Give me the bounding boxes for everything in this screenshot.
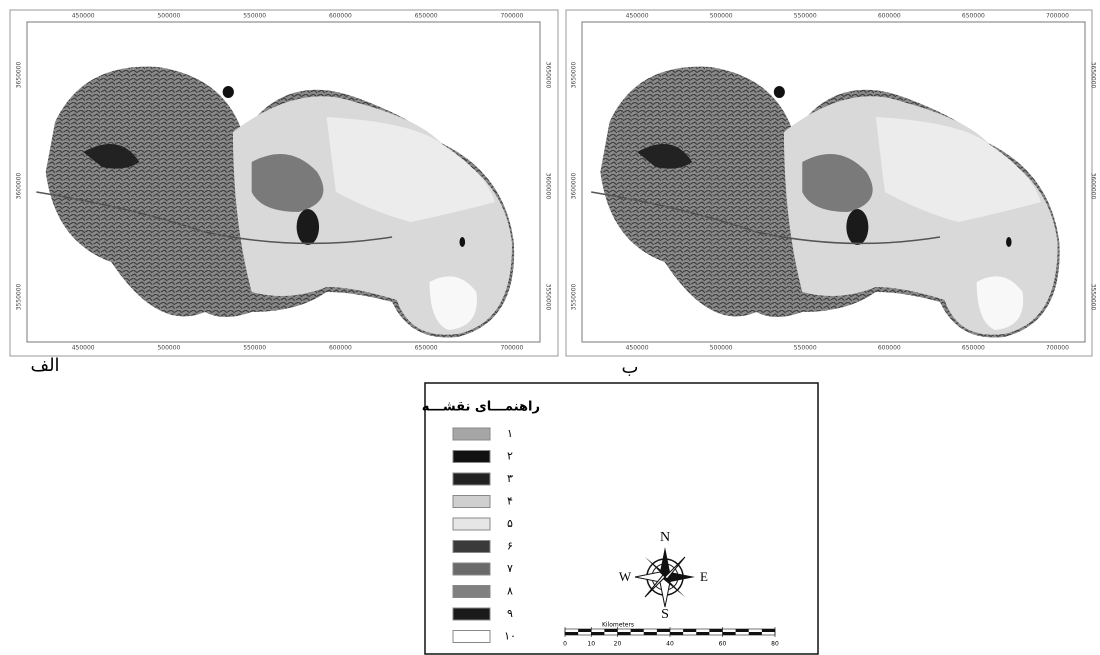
scale-segment — [683, 629, 696, 632]
compass-south: S — [661, 607, 669, 622]
y-tick-label: 3650000 — [16, 61, 23, 88]
legend-label: ۸ — [507, 585, 513, 598]
map-panels: 450000 450000 500000 500000 550000 550000 6000… — [10, 10, 1097, 378]
scale-segment — [644, 632, 657, 635]
scale-segment — [657, 629, 670, 632]
legend-swatch — [453, 451, 490, 463]
scale-segment — [565, 632, 578, 635]
scale-segment — [604, 629, 617, 632]
legend-label: ۷ — [507, 562, 513, 575]
y-tick-label: 3600000 — [1090, 173, 1097, 200]
scale-segment — [762, 629, 775, 632]
map-panel: 450000 450000 500000 500000 550000 550000 6000… — [566, 10, 1097, 378]
legend-label: ۲ — [507, 450, 513, 463]
y-tick-label: 3600000 — [545, 173, 552, 200]
scale-segment — [591, 632, 604, 635]
scale-label: 60 — [719, 641, 727, 648]
legend-label: ۹ — [507, 607, 513, 620]
legend-swatch — [453, 496, 490, 508]
legend-title: راهنمـــای نقشـــه — [422, 400, 540, 415]
figure: 450000 450000 500000 500000 550000 550000 6000… — [0, 0, 1100, 655]
y-tick-label: 3650000 — [1090, 62, 1097, 89]
y-tick-label: 3550000 — [545, 284, 552, 311]
y-tick-label: 3600000 — [16, 172, 23, 199]
x-tick-label: 600000 — [878, 13, 901, 20]
scale-segment — [618, 632, 631, 635]
legend-swatch — [453, 473, 490, 485]
x-tick-label: 600000 — [329, 345, 352, 352]
y-tick-label: 3550000 — [16, 283, 23, 310]
map-panel: 450000 450000 500000 500000 550000 550000 6000… — [10, 10, 558, 376]
scale-segment — [723, 632, 736, 635]
y-tick-label: 3600000 — [571, 172, 578, 199]
x-tick-label: 450000 — [626, 13, 649, 20]
legend-swatch — [453, 518, 490, 530]
legend-swatch — [453, 428, 490, 440]
panel-label: ب — [622, 357, 639, 378]
y-tick-label: 3550000 — [571, 283, 578, 310]
x-tick-label: 700000 — [500, 13, 523, 20]
x-tick-label: 500000 — [157, 345, 180, 352]
legend-swatch — [453, 631, 490, 643]
x-tick-label: 550000 — [243, 345, 266, 352]
scale-segment — [736, 629, 749, 632]
scale-label: 20 — [614, 641, 622, 648]
legend-label: ۳ — [507, 472, 513, 485]
scale-segment — [670, 632, 683, 635]
scale-label: 0 — [563, 641, 567, 648]
legend-label: ۴ — [507, 495, 513, 508]
x-tick-label: 450000 — [72, 345, 95, 352]
compass-north: N — [660, 530, 670, 545]
scale-segment — [578, 629, 591, 632]
x-tick-label: 650000 — [962, 13, 985, 20]
scale-unit: Kilometers — [602, 622, 634, 629]
legend-label: ۱۰ — [504, 630, 516, 643]
y-tick-label: 3650000 — [545, 62, 552, 89]
x-tick-label: 700000 — [1046, 345, 1069, 352]
scale-segment — [709, 629, 722, 632]
scale-label: 40 — [666, 641, 674, 648]
x-tick-label: 600000 — [329, 13, 352, 20]
x-tick-label: 550000 — [794, 345, 817, 352]
x-tick-label: 700000 — [1046, 13, 1069, 20]
legend-swatch — [453, 541, 490, 553]
x-tick-label: 650000 — [415, 13, 438, 20]
y-tick-label: 3550000 — [1090, 284, 1097, 311]
x-tick-label: 550000 — [243, 13, 266, 20]
legend-swatch — [453, 563, 490, 575]
x-tick-label: 450000 — [626, 345, 649, 352]
x-tick-label: 500000 — [710, 13, 733, 20]
y-tick-label: 3650000 — [571, 61, 578, 88]
legend-label: ۵ — [507, 517, 513, 530]
scale-label: 10 — [587, 641, 595, 648]
scale-segment — [696, 632, 709, 635]
x-tick-label: 550000 — [794, 13, 817, 20]
x-tick-label: 650000 — [415, 345, 438, 352]
scale-segment — [749, 632, 762, 635]
x-tick-label: 500000 — [157, 13, 180, 20]
scale-segment — [631, 629, 644, 632]
x-tick-label: 700000 — [500, 345, 523, 352]
x-tick-label: 600000 — [878, 345, 901, 352]
compass-east: E — [700, 569, 708, 584]
compass-west: W — [619, 569, 632, 584]
legend-label: ۶ — [507, 540, 513, 553]
panel-label: الف — [30, 355, 59, 376]
x-tick-label: 500000 — [710, 345, 733, 352]
legend-swatch — [453, 586, 490, 598]
x-tick-label: 450000 — [72, 13, 95, 20]
scale-label: 80 — [771, 641, 779, 648]
x-tick-label: 650000 — [962, 345, 985, 352]
legend-label: ۱ — [507, 427, 513, 440]
legend-swatch — [453, 608, 490, 620]
